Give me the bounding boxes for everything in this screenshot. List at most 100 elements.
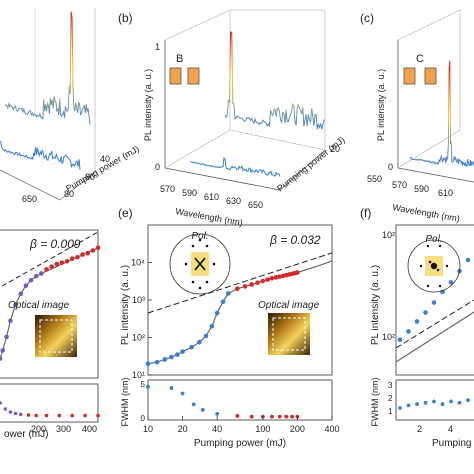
- panel-b-inset-label: B: [176, 53, 183, 65]
- panel-e: (e) 10 20 40 100 200 400 10¹ 10² 10³ 10⁴ 0 5 β = 0.…: [118, 206, 340, 449]
- panel-e-fwhm-point: [169, 386, 174, 390]
- panel-f-point: [414, 319, 420, 324]
- panel-d-fwhm-point: [34, 413, 38, 418]
- panel-e-point: [162, 357, 168, 362]
- panel-d-point: [23, 283, 29, 288]
- panel-e-fwhm-point: [180, 391, 185, 396]
- panel-c: (c) C 0 PL intensity (a. u.) 550 570 590…: [360, 9, 474, 224]
- panel-f-fwhm-tick-3: 3: [388, 381, 393, 390]
- panel-e-point: [220, 299, 226, 305]
- panel-b-floor-back: [229, 129, 326, 151]
- panel-b-z-tick-20: 20: [330, 144, 340, 154]
- panel-d-point: [85, 250, 90, 256]
- panel-d-x-label: ower (mJ): [4, 429, 48, 440]
- panel-c-y-label: PL intensity (a. u.): [376, 69, 386, 141]
- panel-c-x-tick-610: 610: [438, 188, 453, 198]
- panel-e-point: [154, 359, 160, 365]
- panel-d-point: [49, 264, 54, 270]
- panel-f-polar-pattern: [428, 260, 440, 272]
- panel-b-inset-box-1: [169, 67, 182, 85]
- panel-e-point: [249, 282, 255, 287]
- panel-f-fit-dashed: [395, 299, 474, 349]
- panel-b-x-axis: [164, 167, 281, 191]
- panel-a-z-tick-80: 80: [64, 189, 74, 199]
- panel-e-y-tick: 10³: [132, 295, 145, 305]
- panel-e-x-tick: 400: [324, 424, 339, 434]
- panel-b-top-edge: [164, 9, 231, 41]
- panel-d-fwhm-point: [8, 410, 13, 414]
- panel-e-inset2-title: Optical image: [258, 300, 320, 311]
- panel-f-fit-solid: [395, 311, 474, 363]
- panel-f-fwhm-point: [398, 406, 402, 410]
- panel-f-fwhm-point: [440, 402, 445, 406]
- panel-d-point: [33, 273, 39, 279]
- panel-c-x-label: Wavelength (nm): [392, 202, 461, 224]
- panel-d-point: [95, 245, 101, 251]
- panel-e-label: (e): [118, 206, 133, 220]
- panel-f-fwhm-point: [449, 399, 453, 404]
- panel-f-fwhm-label: FWHM (nm): [370, 378, 380, 427]
- panel-d-point: [75, 254, 80, 260]
- panel-e-point: [265, 277, 270, 282]
- panel-d-fwhm-points: [0, 401, 100, 418]
- panel-f-y-tick-mid: 10²: [382, 332, 395, 342]
- panel-d-x-tick-300: 300: [56, 424, 71, 434]
- panel-e-point: [209, 323, 215, 329]
- panel-e-beta: β = 0.032: [269, 233, 321, 247]
- panel-e-fwhm-point: [200, 407, 205, 412]
- panel-e-point: [269, 275, 275, 281]
- panel-e-point: [225, 291, 231, 296]
- panel-d-beta: β = 0.009: [29, 237, 81, 251]
- panel-a: 40 60 80 650 Pumping power (mJ): [0, 8, 141, 204]
- panel-e-point: [235, 286, 240, 292]
- panel-e-x-tick: 100: [255, 424, 270, 434]
- panel-b-floor-edge: [164, 129, 231, 169]
- panel-b-x-tick-630: 630: [226, 196, 241, 206]
- panel-e-fwhm-point: [235, 414, 240, 418]
- panel-f-y-label: PL intensity (a. u.): [370, 265, 381, 345]
- panel-a-axis-depth: [59, 171, 96, 201]
- panel-d-point: [80, 252, 85, 257]
- panel-f-point: [448, 280, 454, 285]
- panel-b-y-label: PL intensity (a. u.): [143, 69, 153, 141]
- panel-b-x-tick-590: 590: [182, 188, 197, 198]
- panel-b-spectrum-front: [189, 156, 281, 178]
- panel-b: (b) B 1 0 PL intensity (a. u.) 570 590 6…: [118, 9, 347, 228]
- panel-a-axis-front: [0, 169, 61, 201]
- panel-e-fwhm-point: [249, 414, 254, 419]
- panel-f-fwhm-point: [432, 399, 436, 404]
- panel-d-point: [18, 291, 24, 297]
- panel-b-x-label: Wavelength (nm): [175, 206, 244, 228]
- panel-f-fwhm-point: [466, 398, 470, 403]
- panel-f-point: [431, 300, 437, 305]
- panel-f-point: [397, 337, 403, 343]
- panel-c-inset-label: C: [416, 53, 424, 65]
- panel-e-polar-pattern: [194, 257, 206, 271]
- panel-f-y-tick-top: 10²: [382, 230, 395, 240]
- panel-d-point: [90, 248, 96, 253]
- panel-e-points: [145, 270, 300, 367]
- panel-d-point: [39, 271, 44, 276]
- panel-c-x-tick-550: 550: [367, 174, 382, 184]
- panel-e-fwhm-points: [146, 384, 300, 419]
- panel-e-fwhm-frame: [147, 379, 333, 421]
- panel-e-fwhm-tick: 5: [141, 380, 146, 389]
- panel-b-spectrum-back: [224, 31, 326, 130]
- panel-e-x-tick: 200: [290, 424, 305, 434]
- panel-d-fwhm-point: [26, 413, 31, 417]
- panel-e-fwhm-tick: 0: [141, 414, 146, 423]
- panel-d-point: [54, 261, 60, 267]
- panel-d-fwhm-frame: [0, 383, 99, 423]
- panel-b-x-tick-610: 610: [204, 192, 219, 202]
- panel-d-inset-title: Optical image: [8, 300, 70, 311]
- panel-f-polar-circle: [407, 239, 461, 293]
- panel-d-point: [0, 356, 3, 361]
- panel-f-fwhm-point: [406, 403, 411, 408]
- panel-d-point: [4, 334, 9, 340]
- panel-b-label: (b): [118, 11, 133, 25]
- panel-d-point: [64, 259, 70, 264]
- panel-c-label: (c): [360, 11, 374, 25]
- panel-e-point: [242, 284, 248, 289]
- panel-e-y-tick: 10²: [132, 333, 145, 343]
